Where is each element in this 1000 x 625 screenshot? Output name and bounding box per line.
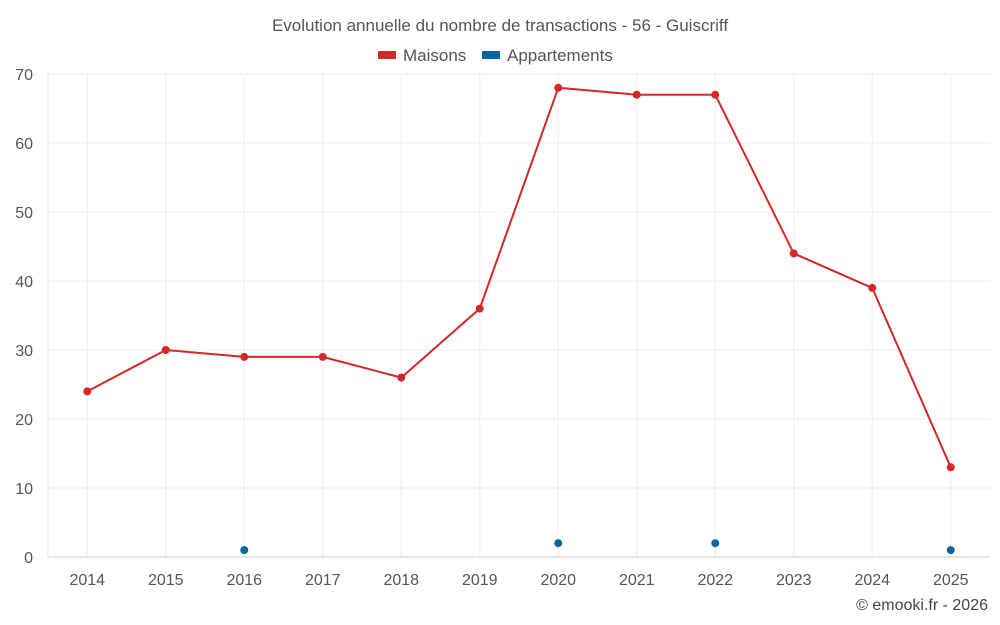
x-tick-label: 2025 — [933, 572, 969, 589]
legend-swatch-maisons — [378, 51, 396, 59]
y-tick-label: 70 — [15, 67, 33, 84]
x-tick-label: 2016 — [226, 572, 262, 589]
point-maisons-2021[interactable] — [632, 90, 641, 99]
series-points — [83, 83, 955, 555]
legend: Maisons Appartements — [378, 46, 613, 65]
legend-item-appartements[interactable]: Appartements — [482, 46, 613, 65]
legend-label-appartements: Appartements — [507, 46, 613, 65]
chart-title: Evolution annuelle du nombre de transact… — [272, 16, 728, 35]
x-tick-label: 2022 — [697, 572, 733, 589]
point-appartements-2022[interactable] — [711, 539, 720, 548]
credit-text: © emooki.fr - 2026 — [856, 597, 988, 614]
series-lines — [86, 86, 952, 468]
x-tick-label: 2020 — [540, 572, 576, 589]
x-tick-label: 2017 — [305, 572, 341, 589]
y-tick-label: 50 — [15, 205, 33, 222]
x-tick-label: 2019 — [462, 572, 498, 589]
point-appartements-2025[interactable] — [946, 546, 955, 555]
x-tick-label: 2014 — [69, 572, 105, 589]
point-maisons-2019[interactable] — [475, 304, 484, 313]
y-axis: 0 10 20 30 40 50 60 70 — [15, 67, 33, 567]
x-tick-label: 2015 — [148, 572, 184, 589]
point-appartements-2016[interactable] — [240, 546, 249, 555]
point-appartements-2020[interactable] — [554, 539, 563, 548]
point-maisons-2020[interactable] — [554, 83, 563, 92]
legend-item-maisons[interactable]: Maisons — [378, 46, 466, 65]
x-tick-label: 2024 — [854, 572, 890, 589]
point-maisons-2014[interactable] — [83, 387, 92, 396]
grid — [47, 73, 990, 558]
point-maisons-2015[interactable] — [161, 346, 170, 354]
y-tick-label: 20 — [15, 412, 33, 429]
legend-label-maisons: Maisons — [403, 46, 466, 65]
point-maisons-2024[interactable] — [868, 283, 877, 292]
x-tick-label: 2023 — [776, 572, 812, 589]
point-maisons-2022[interactable] — [711, 90, 720, 99]
point-maisons-2025[interactable] — [946, 463, 955, 472]
x-tick-label: 2018 — [383, 572, 419, 589]
y-tick-label: 30 — [15, 343, 33, 360]
x-axis: 2014 2015 2016 2017 2018 2019 2020 2021 2022 2023… — [69, 572, 968, 589]
y-tick-label: 10 — [15, 481, 33, 498]
point-maisons-2017[interactable] — [318, 352, 327, 361]
y-tick-label: 40 — [15, 274, 33, 291]
y-tick-label: 60 — [15, 136, 33, 153]
x-tick-label: 2021 — [619, 572, 655, 589]
point-maisons-2016[interactable] — [240, 352, 249, 361]
y-tick-label: 0 — [24, 550, 33, 567]
point-maisons-2023[interactable] — [789, 249, 798, 258]
series-line-maisons — [86, 86, 952, 468]
point-maisons-2018[interactable] — [397, 373, 406, 382]
legend-swatch-appartements — [482, 51, 500, 59]
